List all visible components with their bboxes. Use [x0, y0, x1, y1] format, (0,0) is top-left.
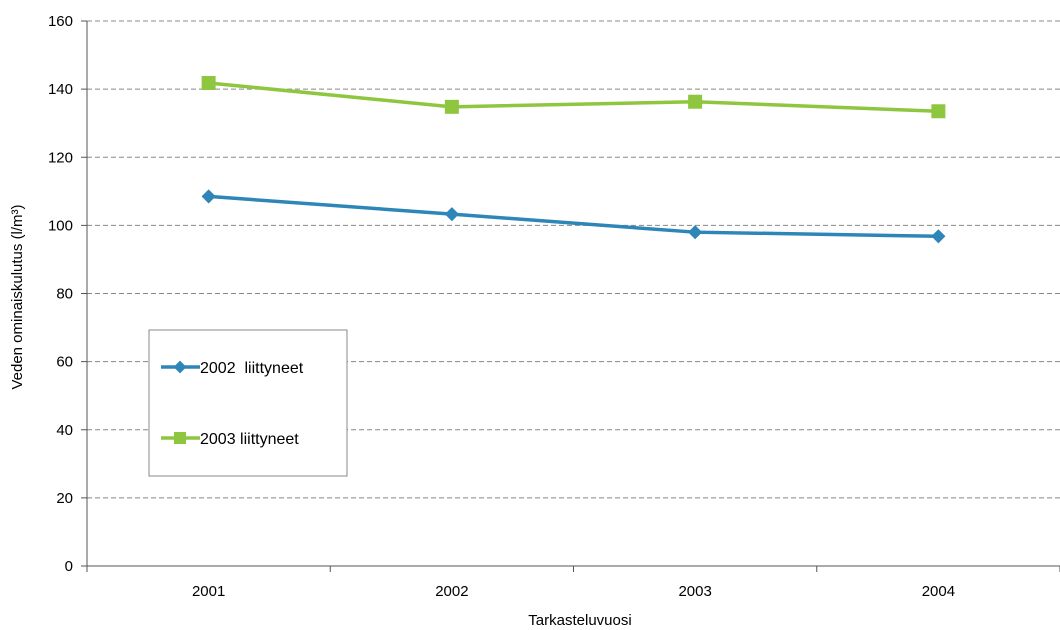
y-tick-label-40: 40	[56, 422, 73, 439]
x-axis-title: Tarkasteluvuosi	[528, 612, 631, 629]
series-0	[201, 189, 946, 244]
legend-item-2003: 2003 liittyneet	[161, 431, 299, 448]
series-line-1	[208, 81, 939, 114]
point-1-2001	[201, 75, 216, 90]
x-tick-label-2003: 2003	[678, 583, 711, 600]
y-tick-label-20: 20	[56, 490, 73, 507]
point-0-2004	[931, 229, 946, 244]
series-1	[201, 75, 946, 119]
x-tick-label-2001: 2001	[192, 583, 225, 600]
x-tick-label-2004: 2004	[922, 583, 955, 600]
point-1-2003	[688, 94, 703, 109]
legend-marker-square-icon	[174, 432, 186, 444]
legend-box	[148, 329, 348, 477]
legend-label-2002: 2002 liittyneet	[200, 360, 304, 377]
series-layer	[201, 75, 946, 244]
y-tick-label-140: 140	[48, 81, 73, 98]
point-1-2004	[931, 104, 946, 119]
axes: 0 20 40 60 80 100 120 140 160 2001 2002 2003 2004	[48, 13, 1060, 600]
y-tick-label-80: 80	[56, 286, 73, 303]
x-tick-label-2002: 2002	[435, 583, 468, 600]
y-tick-label-0: 0	[65, 558, 73, 575]
y-tick-label-100: 100	[48, 217, 73, 234]
point-0-2003	[688, 225, 703, 240]
legend-item-2002: 2002 liittyneet	[161, 360, 304, 377]
series-line-0	[208, 194, 939, 239]
point-0-2001	[201, 189, 216, 204]
point-0-2002	[444, 207, 459, 222]
y-tick-label-120: 120	[48, 149, 73, 166]
legend: 2002 liittyneet 2003 liittyneet	[148, 329, 348, 477]
y-tick-label-160: 160	[48, 13, 73, 30]
y-tick-label-60: 60	[56, 354, 73, 371]
legend-marker-diamond-icon	[173, 360, 187, 374]
legend-label-2003: 2003 liittyneet	[200, 431, 299, 448]
y-axis-title: Veden ominaiskulutus (l/m³)	[9, 204, 26, 389]
point-1-2002	[444, 99, 459, 114]
